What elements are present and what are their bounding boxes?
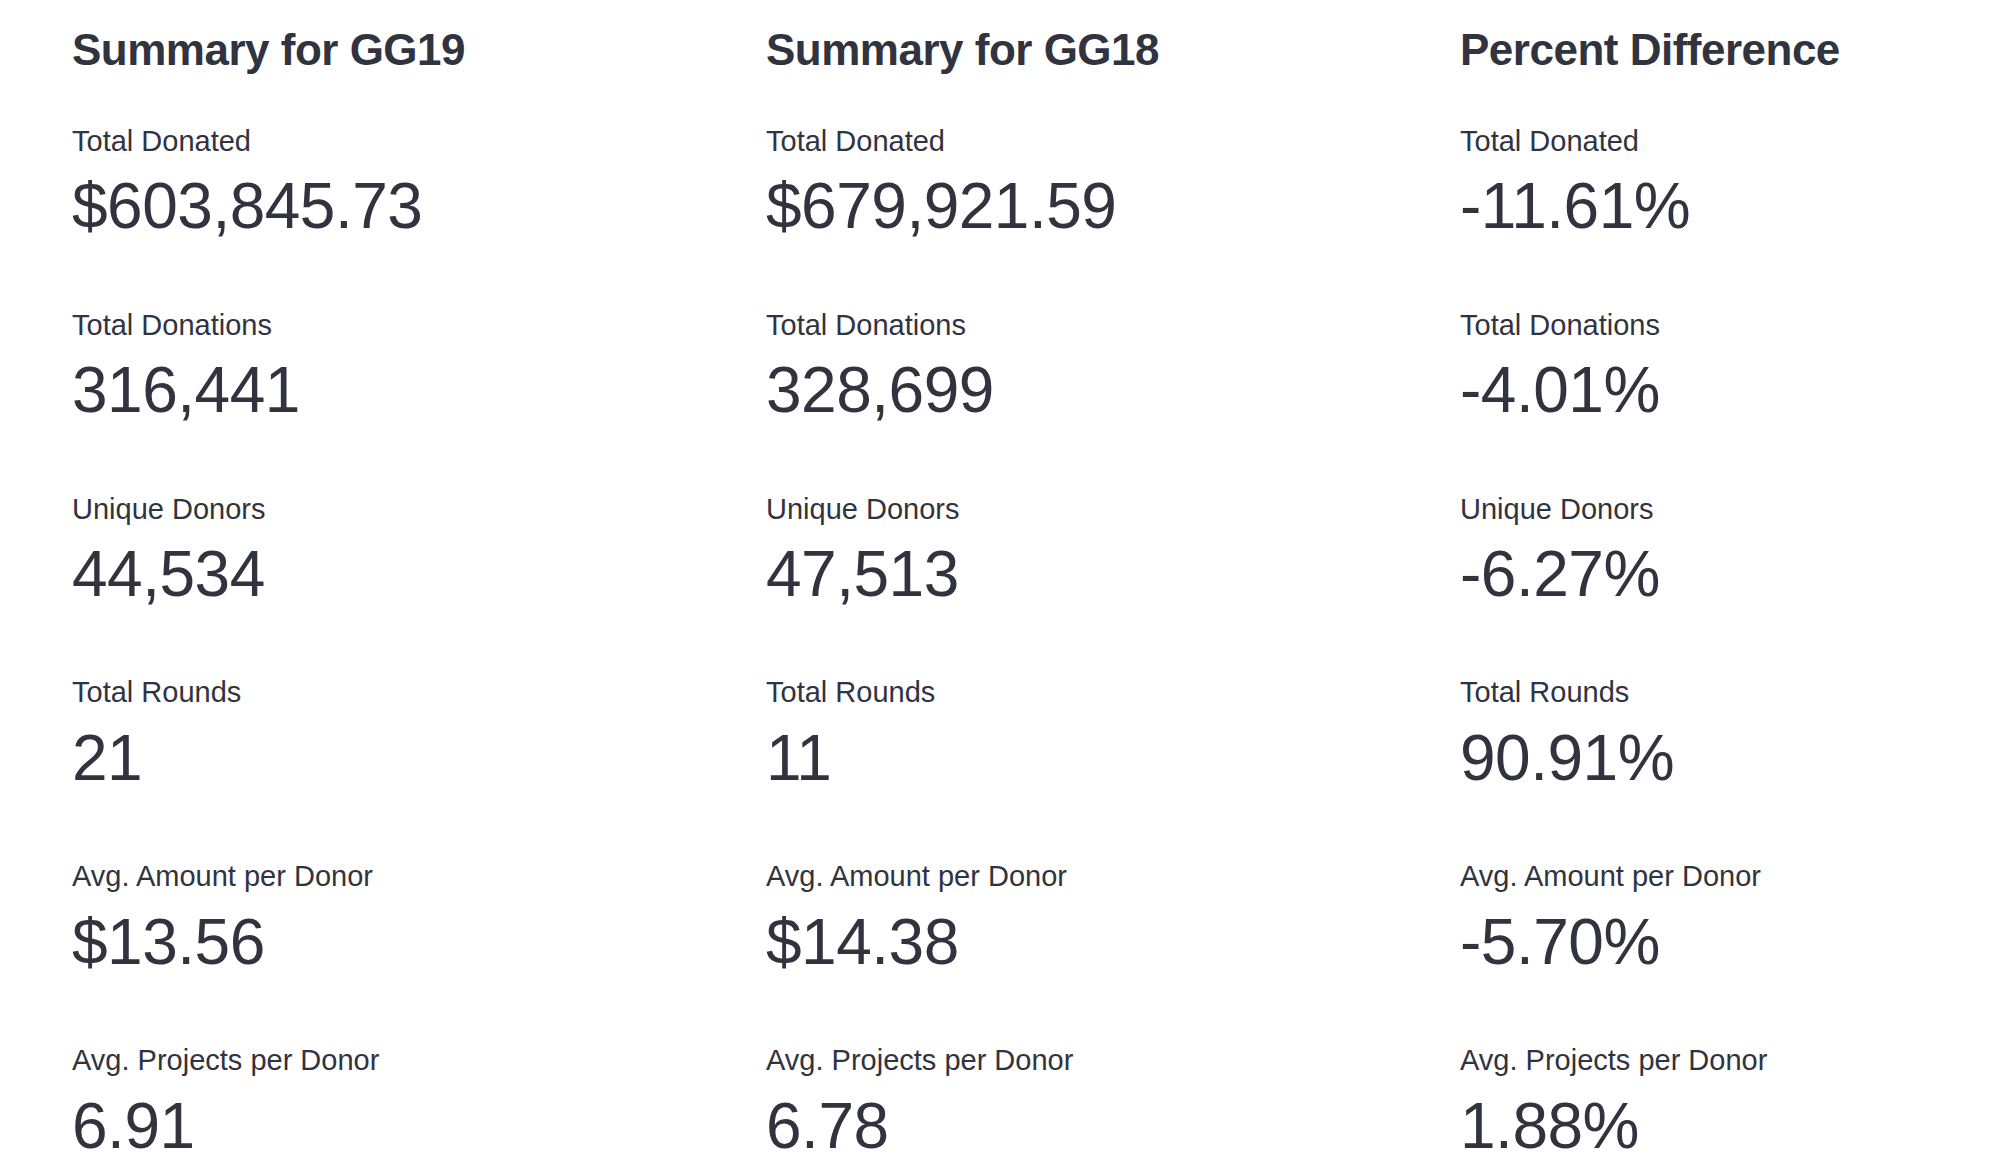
metric-value: -5.70% (1460, 909, 2012, 976)
metric-gg19-total-donations: Total Donations 316,441 (72, 307, 766, 425)
metric-value: 11 (766, 725, 1460, 792)
metric-label: Unique Donors (72, 491, 766, 529)
metric-value: 47,513 (766, 541, 1460, 608)
metric-label: Total Donations (766, 307, 1460, 345)
metric-gg18-unique-donors: Unique Donors 47,513 (766, 491, 1460, 609)
metric-gg18-total-donated: Total Donated $679,921.59 (766, 123, 1460, 241)
metric-label: Avg. Projects per Donor (766, 1042, 1460, 1080)
metric-label: Unique Donors (766, 491, 1460, 529)
metric-value: 1.88% (1460, 1093, 2012, 1160)
metric-label: Total Donated (1460, 123, 2012, 161)
metric-gg19-unique-donors: Unique Donors 44,534 (72, 491, 766, 609)
metric-value: -6.27% (1460, 541, 2012, 608)
metric-value: 21 (72, 725, 766, 792)
metric-label: Avg. Amount per Donor (766, 858, 1460, 896)
metric-label: Total Donated (72, 123, 766, 161)
metric-diff-total-donations: Total Donations -4.01% (1460, 307, 2012, 425)
column-title-gg18: Summary for GG18 (766, 24, 1460, 77)
metric-diff-avg-amount-per-donor: Avg. Amount per Donor -5.70% (1460, 858, 2012, 976)
metric-value: -11.61% (1460, 173, 2012, 240)
summary-column-gg18: Summary for GG18 Total Donated $679,921.… (766, 24, 1460, 1170)
metric-gg18-avg-amount-per-donor: Avg. Amount per Donor $14.38 (766, 858, 1460, 976)
metric-label: Total Donations (1460, 307, 2012, 345)
metric-label: Total Rounds (1460, 674, 2012, 712)
metric-label: Total Rounds (72, 674, 766, 712)
metric-gg19-avg-amount-per-donor: Avg. Amount per Donor $13.56 (72, 858, 766, 976)
column-title-percent-difference: Percent Difference (1460, 24, 2012, 77)
metric-diff-total-donated: Total Donated -11.61% (1460, 123, 2012, 241)
metric-label: Avg. Projects per Donor (72, 1042, 766, 1080)
metric-gg18-total-donations: Total Donations 328,699 (766, 307, 1460, 425)
metric-label: Total Donated (766, 123, 1460, 161)
metric-gg18-avg-projects-per-donor: Avg. Projects per Donor 6.78 (766, 1042, 1460, 1160)
metric-label: Avg. Projects per Donor (1460, 1042, 2012, 1080)
metric-diff-avg-projects-per-donor: Avg. Projects per Donor 1.88% (1460, 1042, 2012, 1160)
metric-value: 6.78 (766, 1093, 1460, 1160)
metric-value: 6.91 (72, 1093, 766, 1160)
metric-value: 44,534 (72, 541, 766, 608)
metric-value: 328,699 (766, 357, 1460, 424)
metric-value: 316,441 (72, 357, 766, 424)
metric-label: Total Rounds (766, 674, 1460, 712)
metric-value: $679,921.59 (766, 173, 1460, 240)
metric-gg19-total-donated: Total Donated $603,845.73 (72, 123, 766, 241)
metric-value: 90.91% (1460, 725, 2012, 792)
metric-value: $603,845.73 (72, 173, 766, 240)
metric-gg18-total-rounds: Total Rounds 11 (766, 674, 1460, 792)
metric-label: Total Donations (72, 307, 766, 345)
metric-diff-unique-donors: Unique Donors -6.27% (1460, 491, 2012, 609)
metric-gg19-total-rounds: Total Rounds 21 (72, 674, 766, 792)
metric-diff-total-rounds: Total Rounds 90.91% (1460, 674, 2012, 792)
metric-value: $14.38 (766, 909, 1460, 976)
metric-label: Avg. Amount per Donor (72, 858, 766, 896)
column-title-gg19: Summary for GG19 (72, 24, 766, 77)
summary-dashboard: Summary for GG19 Total Donated $603,845.… (0, 0, 2012, 1170)
summary-column-gg19: Summary for GG19 Total Donated $603,845.… (72, 24, 766, 1170)
metric-label: Avg. Amount per Donor (1460, 858, 2012, 896)
metric-value: -4.01% (1460, 357, 2012, 424)
metric-gg19-avg-projects-per-donor: Avg. Projects per Donor 6.91 (72, 1042, 766, 1160)
metric-value: $13.56 (72, 909, 766, 976)
percent-difference-column: Percent Difference Total Donated -11.61%… (1460, 24, 2012, 1170)
metric-label: Unique Donors (1460, 491, 2012, 529)
